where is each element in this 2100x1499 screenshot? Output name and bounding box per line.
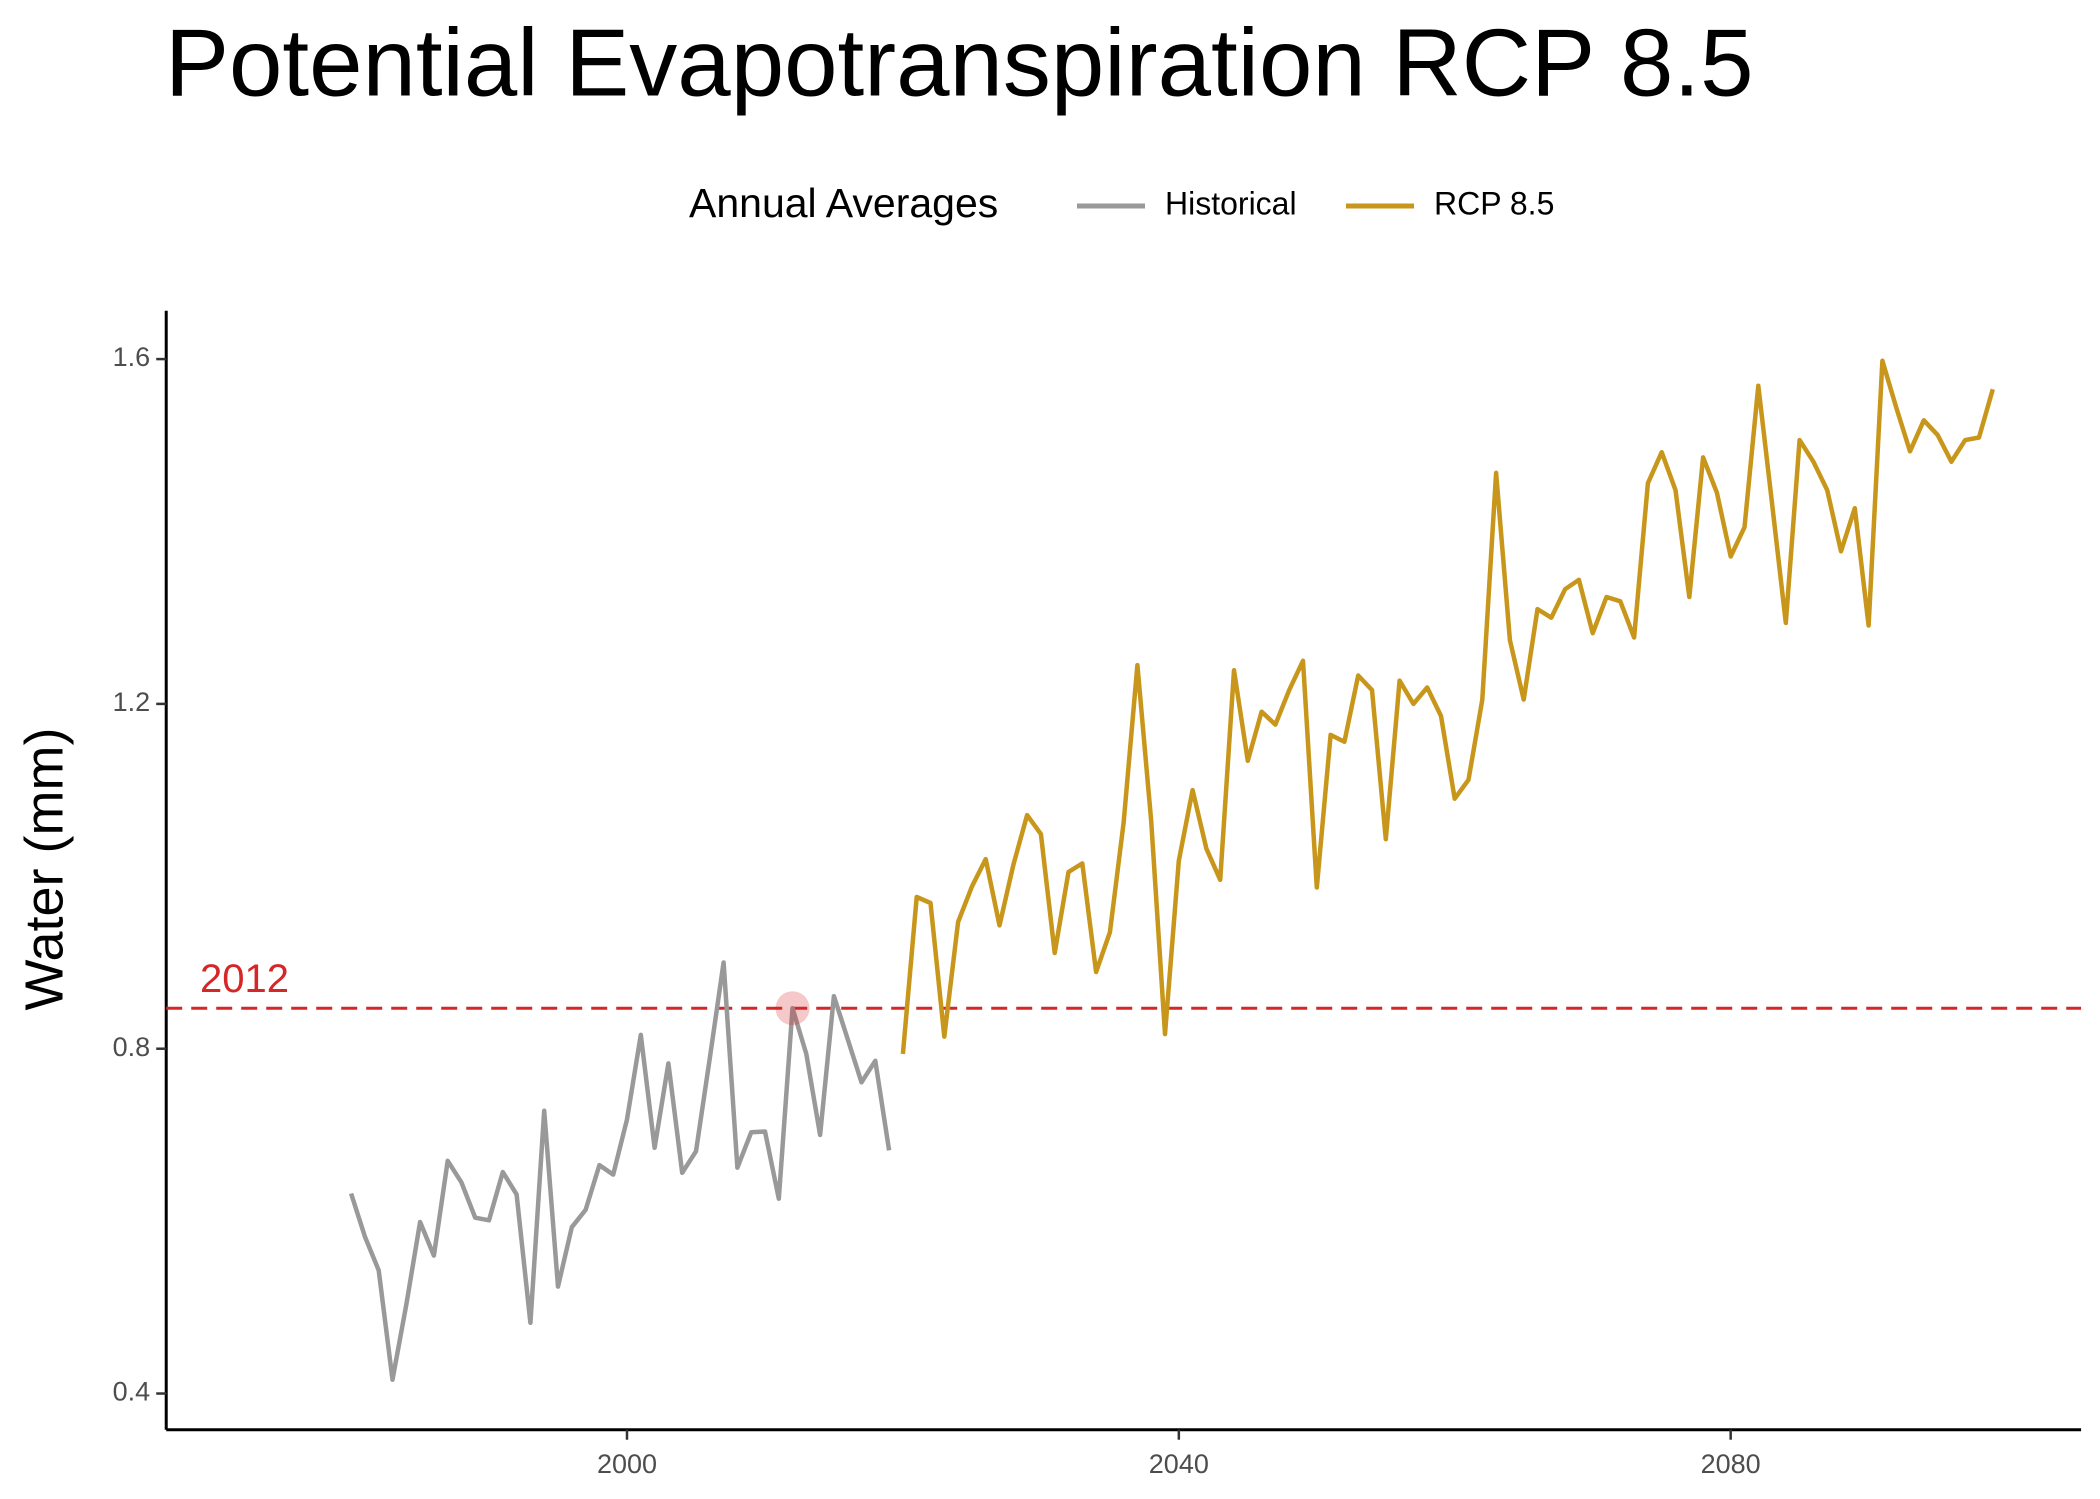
y-tick-label: 1.2 [113,687,151,717]
y-tick-label: 0.8 [113,1032,151,1062]
x-tick-label: 2080 [1701,1449,1761,1479]
y-tick-label: 1.6 [113,342,151,372]
series-line [900,358,1995,1055]
y-tick-label: 0.4 [113,1377,151,1407]
legend-label: RCP 8.5 [1434,185,1554,221]
y-axis-label: Water (mm) [14,728,74,1011]
x-tick-label: 2040 [1149,1449,1209,1479]
highlight-point [775,991,810,1026]
x-tick-label: 2000 [597,1449,657,1479]
chart-title: Potential Evapotranspiration RCP 8.5 [165,9,1754,116]
legend-label: Historical [1165,185,1297,221]
legend-title: Annual Averages [689,180,998,226]
series-line [348,960,892,1382]
annotation-label: 2012 [200,957,289,1001]
